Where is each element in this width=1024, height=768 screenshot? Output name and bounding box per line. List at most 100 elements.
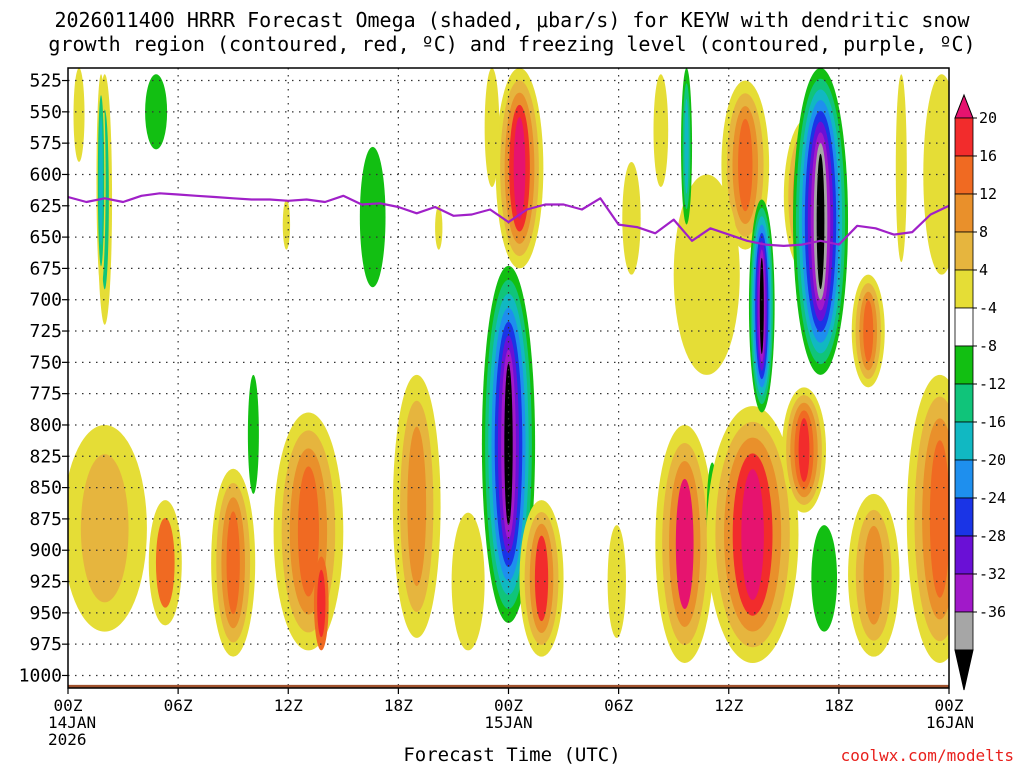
omega-cell-34-level-0: [484, 68, 500, 187]
omega-cell-8-level-2: [407, 426, 427, 587]
freezing-level-line: [68, 192, 949, 247]
omega-cell-1-level-2: [99, 116, 103, 246]
omega-cell-13-level-3: [226, 511, 240, 615]
x-tick-label-0-2: 2026: [48, 730, 87, 749]
omega-cell-32-level-0: [653, 74, 669, 187]
credit-link[interactable]: coolwx.com/modelts: [840, 746, 1014, 765]
colorbar-segment-2: [954, 155, 974, 195]
colorbar-segment-8: [954, 383, 974, 423]
colorbar-label-7: -12: [979, 375, 1006, 393]
y-tick-label-750: 750: [29, 352, 62, 373]
colorbar-label-9: -20: [979, 451, 1006, 469]
omega-cell-18-level-4: [741, 469, 764, 600]
colorbar-segment-14: [954, 611, 974, 651]
y-tick-label-1000: 1000: [19, 665, 62, 686]
colorbar-top-arrow: [954, 93, 974, 119]
colorbar-segment-1: [954, 117, 974, 157]
omega-cell-9-level-3: [297, 466, 319, 597]
y-tick-label-525: 525: [29, 71, 62, 92]
freezing-level-contour: [68, 192, 949, 247]
colorbar-segment-12: [954, 535, 974, 575]
colorbar-bottom-arrow: [954, 649, 974, 691]
omega-cell-12-level-1: [155, 517, 175, 608]
omega-cell-4-level-0: [247, 374, 259, 494]
omega-cell-10-level-1: [317, 569, 326, 638]
colorbar-segment-3: [954, 193, 974, 233]
colorbar-label-3: 8: [979, 223, 988, 241]
colorbar-segment-9: [954, 421, 974, 461]
omega-cell-25-level-0: [895, 74, 907, 263]
colorbar-segment-5: [954, 269, 974, 309]
omega-cell-15-level-0: [607, 525, 626, 638]
omega-cell-37-level-0: [73, 68, 85, 162]
surface-band: [68, 684, 949, 688]
omega-cell-2-level-0: [145, 74, 168, 150]
colorbar: 20 16 12 8 4 -4 -8 -12 -16 -20 -24 -28 -32 -36: [954, 93, 1006, 691]
colorbar-label-0: 20: [979, 109, 997, 127]
colorbar-label-5: -4: [979, 299, 997, 317]
omega-cell-23-level-3: [929, 440, 949, 598]
x-axis-label: Forecast Time (UTC): [403, 744, 621, 766]
colorbar-label-2: 12: [979, 185, 997, 203]
omega-cell-30-level-0: [673, 174, 740, 375]
y-tick-label-900: 900: [29, 540, 62, 561]
x-tick-label-18-0: 18Z: [384, 696, 413, 715]
x-tick-label-42-0: 18Z: [824, 696, 853, 715]
omega-shading: [68, 68, 949, 663]
surface-terrain: [68, 684, 949, 688]
colorbar-label-13: -36: [979, 603, 1006, 621]
y-tick-label-575: 575: [29, 133, 62, 154]
colorbar-segment-4: [954, 231, 974, 271]
y-tick-label-850: 850: [29, 478, 62, 499]
x-tick-label-0-0: 00Z: [54, 696, 83, 715]
x-tick-label-48-1: 16JAN: [926, 713, 974, 732]
y-tick-label-800: 800: [29, 415, 62, 436]
colorbar-segment-7: [954, 345, 974, 385]
colorbar-label-10: -24: [979, 489, 1006, 507]
x-tick-label-48-0: 00Z: [935, 696, 964, 715]
y-axis: 525 550 575 600 625 650 675 700 725 750 775 800 825 8…: [19, 71, 68, 686]
y-tick-label-700: 700: [29, 290, 62, 311]
colorbar-label-1: 16: [979, 147, 997, 165]
omega-cell-36-level-0: [435, 205, 443, 250]
y-tick-label-650: 650: [29, 227, 62, 248]
colorbar-label-4: 4: [979, 261, 988, 279]
x-tick-label-6-0: 06Z: [164, 696, 193, 715]
chart-title: 2026011400 HRRR Forecast Omega (shaded, …: [0, 8, 1024, 56]
colorbar-segment-10: [954, 459, 974, 499]
omega-cell-21-level-3: [863, 300, 874, 362]
colorbar-label-6: -8: [979, 337, 997, 355]
y-tick-label-975: 975: [29, 634, 62, 655]
omega-cell-22-level-2: [863, 525, 884, 625]
omega-cell-20-level-0: [811, 525, 838, 632]
colorbar-label-12: -32: [979, 565, 1006, 583]
omega-cell-7-level-3: [534, 535, 549, 622]
omega-cell-5-level-7: [504, 363, 513, 526]
y-tick-label-725: 725: [29, 321, 62, 342]
omega-cell-33-level-0: [622, 161, 641, 275]
omega-cell-16-level-3: [675, 478, 694, 609]
y-tick-label-925: 925: [29, 572, 62, 593]
title-line-2: growth region (contoured, red, ºC) and f…: [48, 32, 976, 56]
x-tick-label-12-0: 12Z: [274, 696, 303, 715]
colorbar-segment-6: [954, 307, 974, 347]
omega-cell-29-level-7: [759, 257, 764, 355]
x-tick-label-24-1: 15JAN: [484, 713, 532, 732]
y-tick-label-675: 675: [29, 258, 62, 279]
omega-cell-27-level-8: [816, 153, 825, 290]
title-line-1: 2026011400 HRRR Forecast Omega (shaded, …: [54, 8, 970, 32]
omega-cell-35-level-0: [282, 199, 291, 250]
colorbar-segment-13: [954, 573, 974, 613]
x-tick-label-0-1: 14JAN: [48, 713, 96, 732]
y-tick-label-825: 825: [29, 446, 62, 467]
omega-cell-28-level-3: [738, 118, 753, 212]
x-tick-label-30-0: 06Z: [604, 696, 633, 715]
y-tick-label-950: 950: [29, 603, 62, 624]
colorbar-label-8: -16: [979, 413, 1006, 431]
omega-cell-24-level-0: [923, 74, 949, 275]
colorbar-label-11: -28: [979, 527, 1006, 545]
omega-cell-6-level-4: [513, 117, 526, 220]
colorbar-segment-11: [954, 497, 974, 537]
